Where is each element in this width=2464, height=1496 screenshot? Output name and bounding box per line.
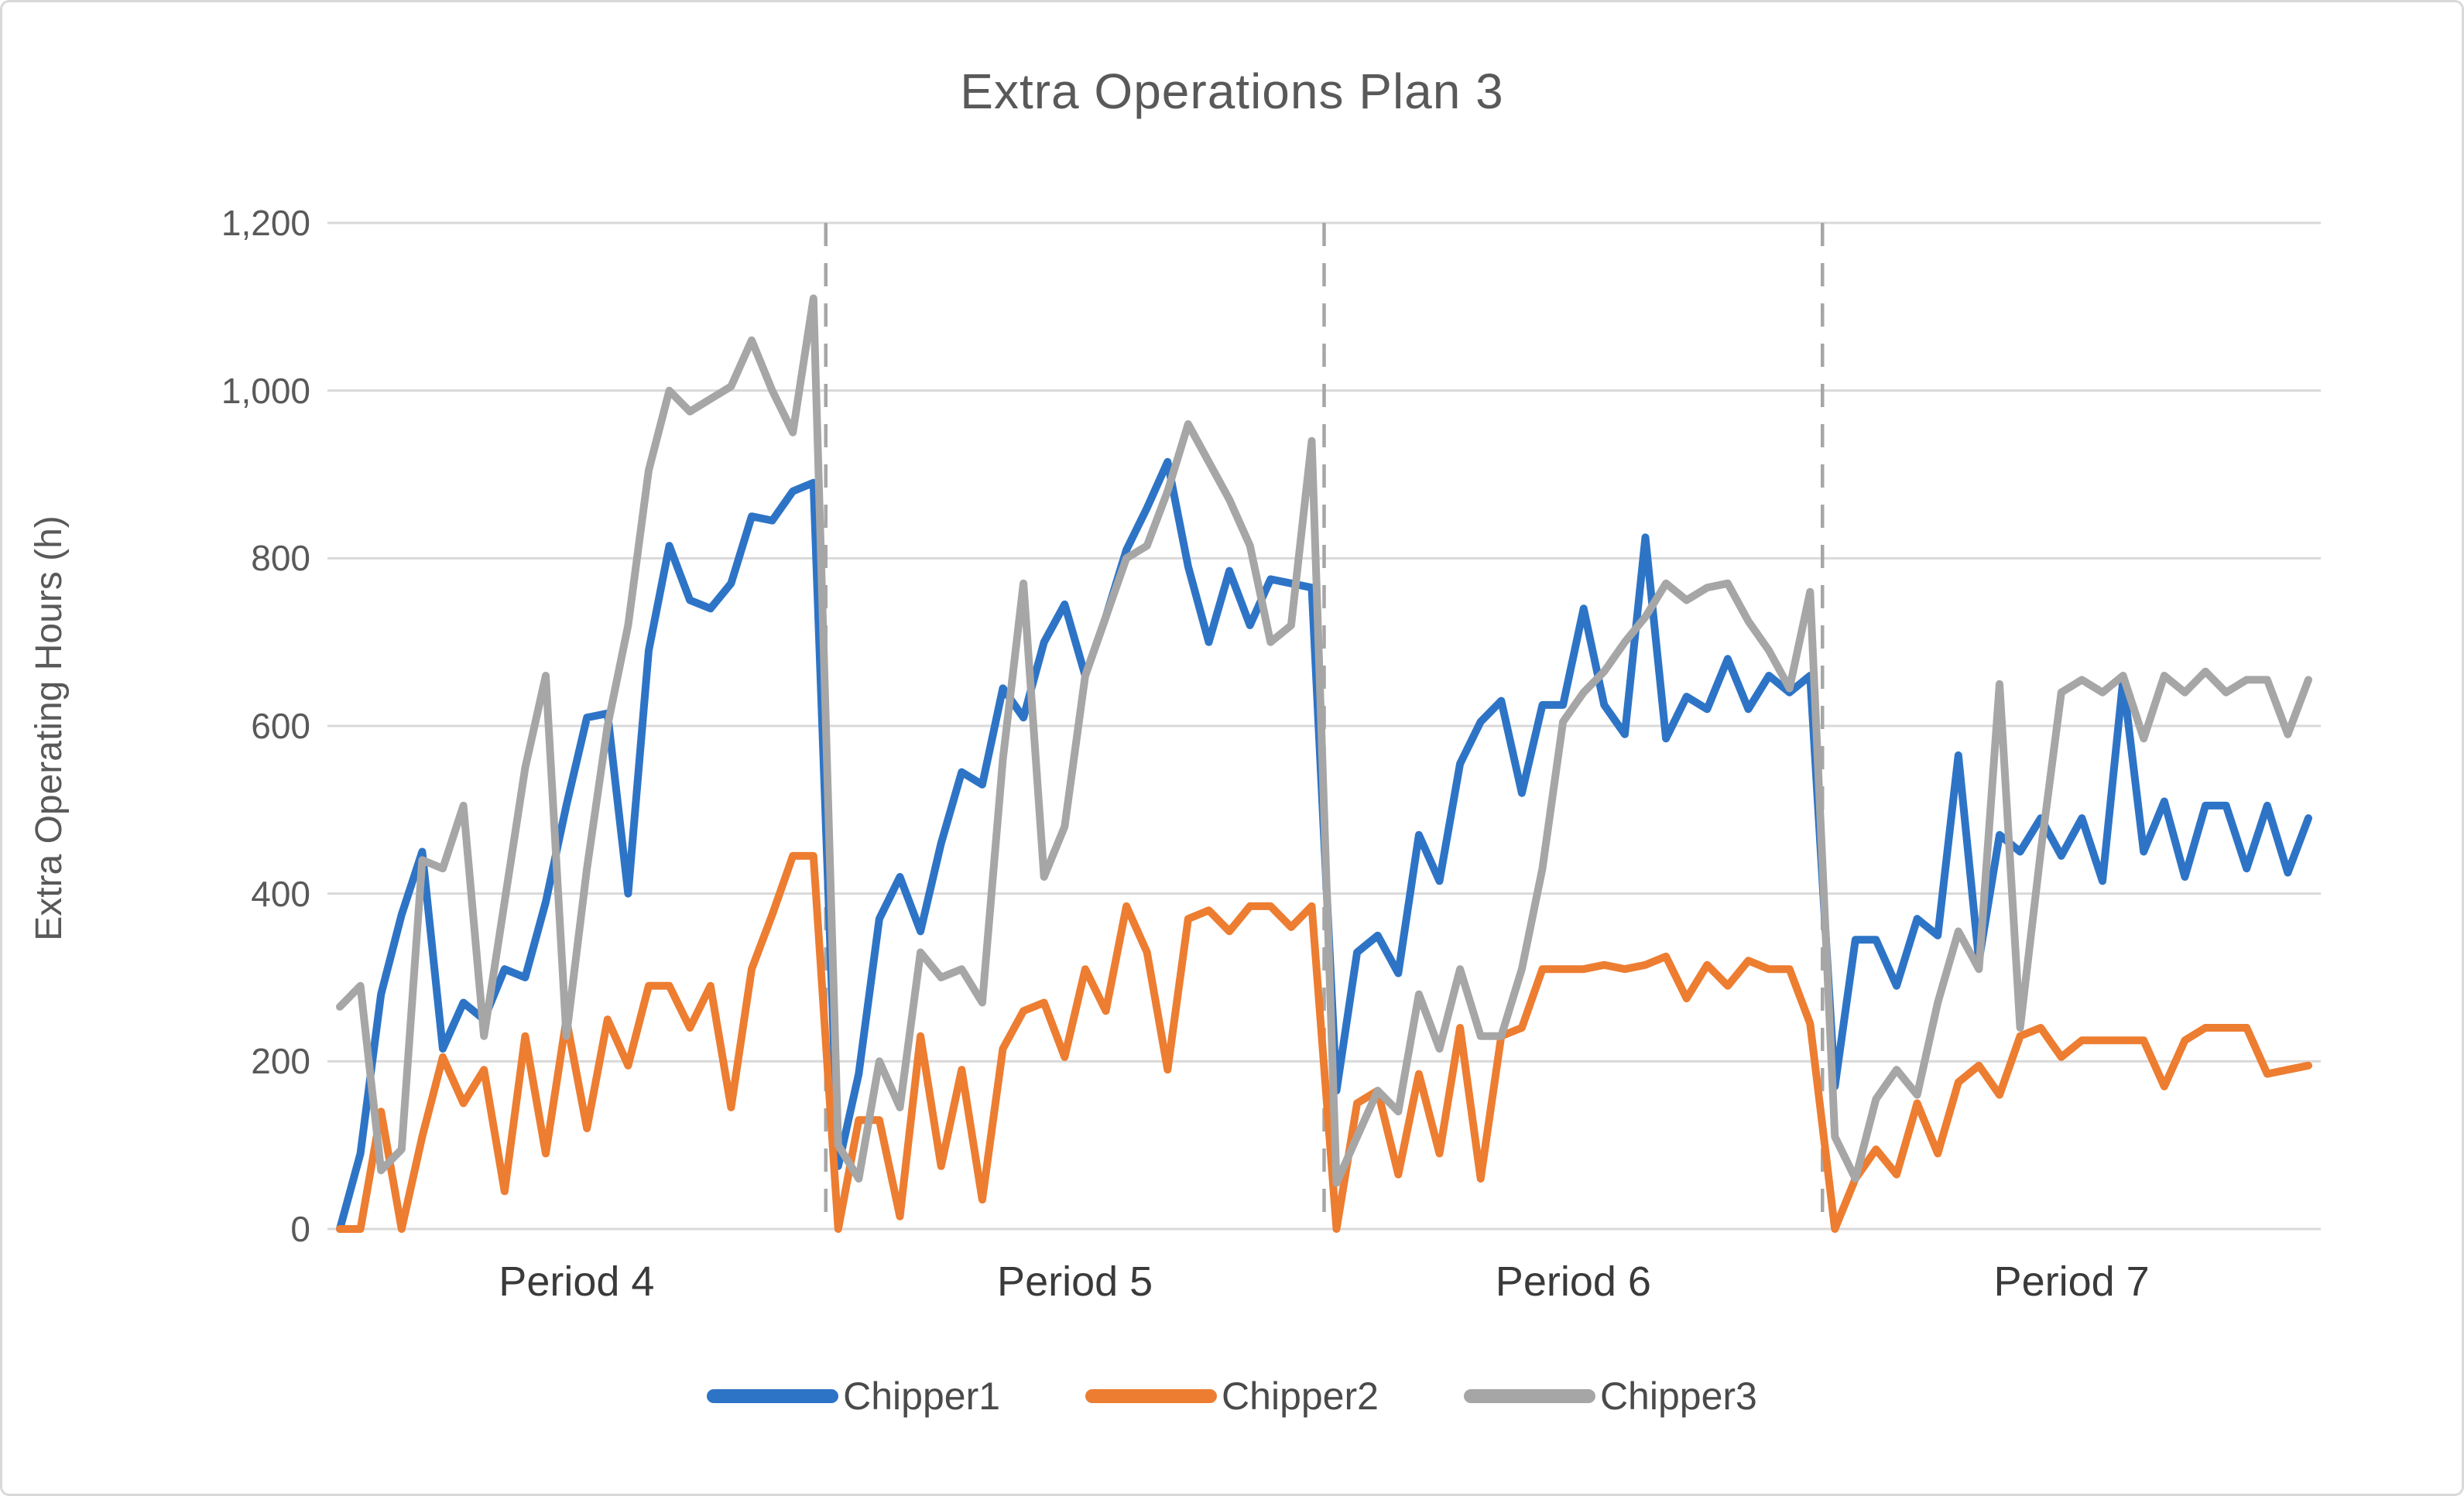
x-axis-label-period-5: Period 5 — [997, 1258, 1153, 1305]
legend: Chipper1 Chipper2 Chipper3 — [2, 1374, 2462, 1419]
chart-title: Extra Operations Plan 3 — [960, 63, 1504, 119]
legend-line-sample-chipper1 — [707, 1389, 839, 1403]
y-tick-label: 400 — [251, 873, 310, 914]
legend-item-chipper1: Chipper1 — [707, 1374, 1000, 1419]
legend-label-chipper1: Chipper1 — [843, 1374, 1001, 1418]
legend-item-chipper2: Chipper2 — [1085, 1374, 1379, 1419]
y-tick-label: 1,000 — [221, 370, 310, 411]
legend-label-chipper3: Chipper3 — [1599, 1374, 1757, 1418]
y-tick-label: 200 — [251, 1041, 310, 1082]
legend-label-chipper2: Chipper2 — [1222, 1374, 1379, 1418]
y-tick-label: 800 — [251, 538, 310, 579]
x-axis-label-period-7: Period 7 — [1993, 1258, 2150, 1305]
y-tick-label: 600 — [251, 706, 310, 746]
legend-item-chipper3: Chipper3 — [1463, 1374, 1757, 1419]
series-line-chipper3 — [336, 294, 2312, 1187]
legend-line-sample-chipper2 — [1085, 1389, 1218, 1403]
legend-line-sample-chipper3 — [1463, 1389, 1595, 1403]
series-line-chipper2 — [336, 851, 2312, 1233]
x-axis-label-period-4: Period 4 — [499, 1258, 655, 1305]
y-tick-label: 1,200 — [221, 203, 310, 243]
x-axis-label-period-6: Period 6 — [1495, 1258, 1651, 1305]
y-tick-label: 0 — [290, 1209, 310, 1249]
